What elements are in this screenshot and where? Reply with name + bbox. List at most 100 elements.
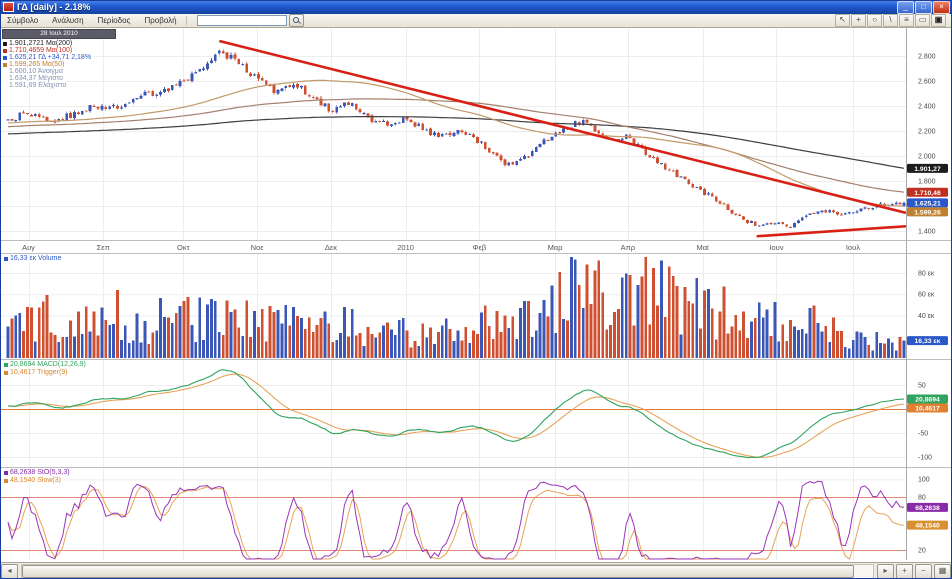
horizontal-scrollbar: ◂ ▸ + − ▦ — [0, 562, 952, 579]
y-axis-ticks: 2.800 2.600 2.400 2.200 2.000 1.800 1.400 80 εκ… — [918, 53, 936, 554]
x-axis-labels: Αυγ Σεπ Οκτ Νοε Δεκ 2010 Φεβ Μαρ Απρ Μαϊ Ιουν Ιουλ — [22, 243, 860, 252]
minimize-button[interactable]: _ — [897, 0, 914, 14]
volume-bars — [6, 257, 906, 358]
volume-pane-header: 16,33 εκ Volume — [3, 255, 65, 263]
svg-text:Φεβ: Φεβ — [473, 243, 487, 252]
pointer-tool-icon[interactable]: ↖ — [835, 14, 850, 27]
svg-text:2.400: 2.400 — [918, 103, 936, 110]
menu-item-period[interactable]: Περίοδος — [97, 16, 131, 25]
title-bar: ΓΔ [daily] - 2.18% _ □ × — [0, 0, 952, 14]
svg-text:-50: -50 — [918, 430, 928, 437]
zoom-out-button[interactable]: − — [915, 563, 932, 579]
menu-item-analysis[interactable]: Ανάλυση — [52, 16, 84, 25]
svg-text:Σεπ: Σεπ — [97, 243, 110, 252]
ma100-line — [7, 98, 905, 193]
price-tag — [907, 336, 948, 346]
menu-item-view[interactable]: Προβολή — [144, 16, 177, 25]
svg-text:40 εκ: 40 εκ — [918, 313, 935, 320]
price-tags: 1.901,27 1.710,46 1.625,21 1.599,26 16,33 εκ… — [907, 163, 948, 530]
scroll-left-button[interactable]: ◂ — [1, 563, 18, 579]
legend-row-high: 1.634,37 Μέγιστο — [2, 75, 67, 82]
ma200-line — [7, 115, 905, 169]
svg-text:Μαϊ: Μαϊ — [696, 243, 709, 252]
crosshair-tool-icon[interactable]: + — [851, 14, 866, 27]
svg-text:20: 20 — [918, 547, 926, 554]
menu-bar: Σύμβολο Ανάλυση Περίοδος Προβολή ↖ + ○ \… — [0, 14, 952, 28]
sto-pane-header: 68,2638 StO(5,3,3) — [3, 469, 73, 477]
ellipse-tool-icon[interactable]: ○ — [867, 14, 882, 27]
restore-button[interactable]: □ — [915, 0, 932, 14]
app-icon — [3, 2, 14, 12]
price-tag — [907, 520, 948, 530]
symbol-search-input[interactable] — [196, 15, 287, 26]
pane-separators — [0, 240, 952, 468]
svg-text:Ιουν: Ιουν — [769, 243, 783, 252]
sto-slow-header: 48,1540 Slow(3) — [3, 477, 64, 485]
svg-text:60 εκ: 60 εκ — [918, 292, 935, 299]
legend-row-price: 1.625,21 ΓΔ +34,71 2,18% — [2, 54, 95, 61]
legend-row-ma200: 1.901,2721 Μα(200) — [2, 40, 76, 47]
svg-text:-100: -100 — [918, 454, 932, 461]
trend-line-1[interactable] — [218, 39, 907, 215]
svg-text:10,4617: 10,4617 — [915, 406, 940, 413]
price-tag — [907, 207, 948, 217]
calendar-button[interactable]: ▦ — [934, 563, 951, 579]
sto-swatch-icon — [4, 471, 8, 475]
svg-text:Δεκ: Δεκ — [325, 243, 337, 252]
ma50-swatch-icon — [3, 62, 7, 67]
menu-separator — [185, 16, 187, 25]
svg-text:Αυγ: Αυγ — [22, 243, 35, 252]
svg-text:1.901,27: 1.901,27 — [914, 166, 941, 173]
svg-text:100: 100 — [918, 477, 930, 484]
close-button[interactable]: × — [933, 0, 950, 14]
price-tag — [907, 502, 948, 512]
legend-row-low: 1.591,69 Ελάχιστο — [2, 82, 70, 89]
ma200-swatch-icon — [3, 41, 7, 46]
search-icon — [292, 17, 299, 23]
ma50-line — [8, 79, 905, 207]
price-tag — [907, 198, 948, 208]
svg-text:80 εκ: 80 εκ — [918, 270, 935, 277]
macd-trigger-header: 10,4617 Trigger(9) — [3, 369, 71, 377]
svg-text:2010: 2010 — [397, 243, 414, 252]
svg-text:80: 80 — [918, 494, 926, 501]
svg-text:1.400: 1.400 — [918, 228, 936, 235]
macd-line — [7, 369, 905, 459]
svg-text:50: 50 — [918, 382, 926, 389]
svg-text:2.000: 2.000 — [918, 153, 936, 160]
trigger-swatch-icon — [4, 371, 8, 375]
price-tag — [907, 403, 948, 413]
svg-text:Νοε: Νοε — [251, 243, 265, 252]
svg-text:16,33 εκ: 16,33 εκ — [915, 338, 941, 345]
svg-text:1.710,46: 1.710,46 — [914, 190, 941, 197]
macd-pane-header: 20,8694 MACD(12,26,9) — [3, 361, 89, 369]
menu-item-symbol[interactable]: Σύμβολο — [7, 16, 39, 25]
svg-text:48,1540: 48,1540 — [915, 523, 940, 530]
save-icon[interactable]: ▣ — [931, 14, 946, 27]
price-tag — [907, 394, 948, 404]
svg-text:68,2638: 68,2638 — [915, 505, 940, 512]
rectangle-tool-icon[interactable]: ▭ — [915, 14, 930, 27]
svg-text:Ιουλ: Ιουλ — [846, 243, 860, 252]
legend-date: 28 Ιουλ 2010 — [2, 29, 116, 39]
legend-row-open: 1.600,10 Άνοιγμα — [2, 68, 66, 75]
scroll-thumb[interactable] — [22, 564, 854, 578]
scroll-right-button[interactable]: ▸ — [877, 563, 894, 579]
trendline-tool-icon[interactable]: \ — [883, 14, 898, 27]
price-tag — [907, 163, 948, 173]
scroll-track[interactable] — [21, 563, 874, 579]
zoom-in-button[interactable]: + — [896, 563, 913, 579]
price-tag — [907, 187, 948, 197]
svg-text:2.200: 2.200 — [918, 128, 936, 135]
macd-swatch-icon — [4, 363, 8, 367]
sto-slow-line — [7, 486, 905, 560]
candlestick-series — [6, 49, 906, 228]
svg-text:Οκτ: Οκτ — [177, 243, 190, 252]
search-button[interactable] — [288, 14, 304, 27]
svg-text:1.625,21: 1.625,21 — [914, 200, 941, 207]
legend-row-ma100: 1.710,4659 Μα(100) — [2, 47, 76, 54]
ma100-swatch-icon — [3, 48, 7, 53]
fibonacci-tool-icon[interactable]: ≡ — [899, 14, 914, 27]
trend-line-2[interactable] — [756, 224, 907, 238]
